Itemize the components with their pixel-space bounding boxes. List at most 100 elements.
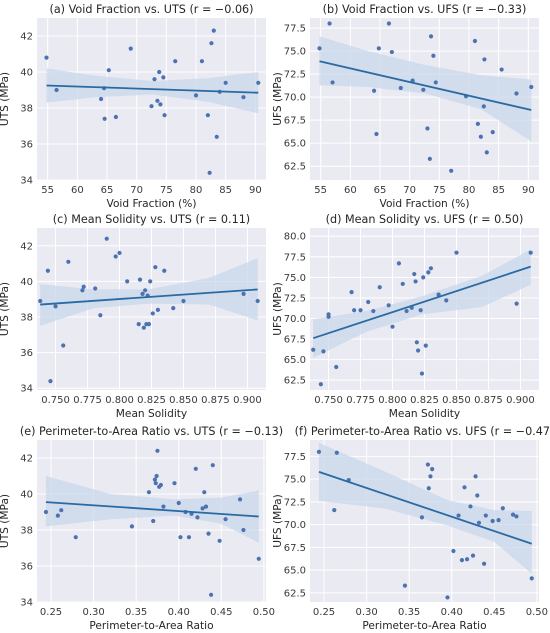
data-point <box>158 482 163 488</box>
data-point <box>61 343 66 348</box>
data-point <box>327 21 332 26</box>
x-tick-label: 80 <box>190 185 203 196</box>
data-point <box>186 535 192 540</box>
data-point <box>241 291 246 296</box>
data-point <box>419 515 425 520</box>
y-tick-label: 38 <box>20 104 33 115</box>
data-point <box>223 517 228 522</box>
data-point <box>529 576 534 581</box>
data-point <box>193 93 199 98</box>
data-point <box>241 527 246 533</box>
x-tick-label: 90 <box>249 185 262 196</box>
data-point <box>203 504 209 509</box>
x-tick-label: 0.50 <box>253 607 275 618</box>
data-point <box>528 250 533 255</box>
data-point <box>207 170 212 175</box>
data-point <box>418 308 423 313</box>
data-point <box>137 277 143 282</box>
data-point <box>510 512 516 517</box>
data-point <box>154 473 159 479</box>
data-point <box>113 254 118 259</box>
data-point <box>209 41 214 46</box>
data-point <box>321 349 326 354</box>
data-point <box>173 59 178 64</box>
data-point <box>484 150 489 155</box>
data-point <box>386 303 391 308</box>
data-point <box>155 98 160 103</box>
data-point <box>149 104 154 109</box>
data-point <box>113 114 119 120</box>
data-point <box>400 281 405 287</box>
y-tick-label: 36 <box>20 348 33 359</box>
x-tick-label: 80 <box>463 185 476 196</box>
y-tick-label: 65.0 <box>284 139 306 150</box>
data-point <box>206 531 211 536</box>
y-tick-label: 65.0 <box>284 355 306 366</box>
x-tick-label: 60 <box>71 185 84 196</box>
y-tick-label: 75.0 <box>284 273 306 284</box>
x-tick-label: 0.775 <box>346 395 375 406</box>
data-point <box>428 266 433 271</box>
data-point <box>426 486 431 491</box>
data-point <box>412 271 417 277</box>
data-point <box>413 279 418 284</box>
confidence-band <box>40 258 258 326</box>
data-point <box>318 382 323 387</box>
data-point <box>125 279 130 284</box>
data-point <box>178 535 183 540</box>
data-point <box>473 474 478 479</box>
data-point <box>38 298 43 304</box>
chart-panel-6: 0.25 0.30 0.35 0.40 0.45 0.50 62.5 65.0 67.5 70.0… <box>272 425 550 632</box>
x-tick-label: 0.850 <box>442 395 471 406</box>
data-point <box>210 463 215 468</box>
data-point <box>199 59 205 64</box>
data-point <box>376 46 381 51</box>
data-point <box>202 490 207 495</box>
data-point <box>426 270 431 275</box>
data-point <box>433 80 438 85</box>
y-axis-label: UFS (MPa) <box>272 72 284 126</box>
regression-line <box>319 60 532 111</box>
data-point <box>349 290 354 295</box>
data-point <box>490 518 495 524</box>
data-point <box>171 306 176 311</box>
data-point <box>161 75 166 80</box>
y-tick-label: 40 <box>20 68 33 79</box>
data-point <box>146 490 152 495</box>
x-tick-label: 70 <box>130 185 143 196</box>
data-point <box>176 500 181 506</box>
data-point <box>195 515 200 520</box>
data-point <box>476 520 482 525</box>
chart-title: (f) Perimeter-to-Area Ratio vs. UFS (r =… <box>295 425 550 438</box>
data-point <box>374 131 379 137</box>
chart-panel-1: 55 60 65 70 75 80 85 90 34 36 38 40 42 (a) Void Fract… <box>0 3 266 210</box>
x-tick-label: 75 <box>433 185 446 196</box>
x-tick-label: 55 <box>314 185 327 196</box>
y-tick-label: 77.5 <box>284 452 306 463</box>
confidence-band <box>313 249 531 358</box>
data-point <box>106 68 111 73</box>
data-point <box>155 307 160 312</box>
data-point <box>427 156 432 161</box>
chart-title: (b) Void Fraction vs. UFS (r = −0.33) <box>323 3 527 16</box>
y-tick-label: 36 <box>20 140 33 151</box>
y-axis-label: UFS (MPa) <box>272 494 284 548</box>
data-point <box>470 553 476 558</box>
data-point <box>44 55 49 60</box>
y-tick-label: 70.0 <box>284 93 306 104</box>
data-point <box>386 21 392 26</box>
data-point <box>371 88 377 93</box>
y-tick-label: 80.0 <box>284 232 306 243</box>
data-point <box>366 299 371 305</box>
x-tick-label: 0.40 <box>168 607 190 618</box>
y-tick-label: 40 <box>20 490 33 501</box>
data-point <box>200 506 205 511</box>
data-point <box>223 80 228 85</box>
data-point <box>59 508 64 513</box>
x-tick-label: 90 <box>522 185 535 196</box>
x-tick-label: 0.875 <box>201 395 230 406</box>
data-point <box>54 87 59 93</box>
x-tick-label: 0.875 <box>474 395 503 406</box>
chart-panel-2: 55 60 65 70 75 80 85 90 62.5 65.0 67.5 70.0 72.5 75.0… <box>272 3 539 210</box>
